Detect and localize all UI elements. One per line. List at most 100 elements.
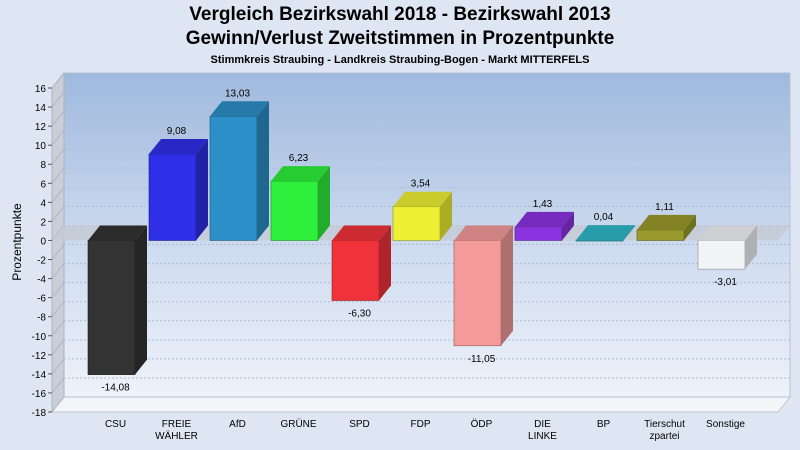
grid-line-side — [51, 206, 65, 222]
category-label: ÖDP — [471, 418, 493, 430]
bar-top — [332, 225, 391, 241]
y-tick-label: 14 — [35, 103, 47, 114]
bar-front — [575, 239, 624, 242]
category-label-line: FDP — [411, 419, 431, 430]
bar — [392, 191, 452, 241]
bar — [270, 166, 330, 241]
grid-line-side — [51, 187, 65, 203]
bar — [514, 211, 574, 241]
bar-top — [637, 214, 696, 230]
bar-side — [562, 211, 574, 241]
y-tick-label: -2 — [37, 256, 46, 267]
grid-line-side — [51, 263, 65, 279]
bar-side — [440, 191, 452, 241]
bars — [87, 101, 757, 375]
value-label: 6,23 — [289, 153, 309, 164]
category-label: FDP — [411, 419, 431, 430]
bar-side — [501, 225, 513, 346]
grid-line-side — [51, 72, 65, 89]
grid-line-side — [51, 244, 65, 260]
category-label: BP — [597, 419, 611, 430]
category-label-line: DIE — [534, 419, 551, 430]
y-tick-label: 6 — [40, 179, 46, 190]
category-label: CSU — [105, 419, 126, 430]
bar-top — [210, 101, 269, 117]
category-label: Tierschut zpartei — [644, 419, 685, 442]
bar-front — [514, 226, 563, 241]
bar-side — [257, 101, 269, 241]
y-tick-label: -10 — [32, 332, 47, 343]
bar-side — [196, 138, 208, 241]
category-label: GRÜNE — [280, 418, 316, 430]
y-tick-label: -12 — [32, 351, 47, 362]
bar-side — [135, 225, 147, 375]
value-label: 13,03 — [225, 88, 250, 99]
bar — [453, 225, 513, 347]
grid-line-side — [51, 396, 65, 413]
bar-top — [393, 191, 452, 207]
bar — [209, 101, 269, 241]
grid-line-side — [51, 110, 65, 127]
bar — [575, 225, 635, 242]
category-label-line: ÖDP — [471, 418, 493, 430]
value-label: -6,30 — [348, 309, 371, 320]
y-tick-label: 16 — [35, 84, 47, 95]
bar — [697, 225, 757, 270]
bar — [87, 225, 147, 375]
value-label: 1,11 — [655, 202, 674, 213]
y-tick-label: -6 — [37, 294, 46, 305]
category-label: SPD — [349, 419, 370, 430]
y-axis-ticks: 16 14 12 10 8 6 4 2 0 -2 -4 -6 -8 -10 -12 -14 -16 -18 — [32, 84, 52, 419]
bar — [636, 214, 696, 241]
grid-line-side — [51, 148, 65, 165]
bar-side — [379, 225, 391, 301]
y-tick-label: 10 — [35, 141, 47, 152]
bar-front — [636, 229, 685, 241]
grid-line-side — [51, 339, 65, 356]
chart-title: Vergleich Bezirkswahl 2018 - Bezirkswahl… — [189, 4, 611, 25]
y-tick-label: 0 — [40, 236, 46, 247]
bar-top — [88, 225, 147, 241]
category-label-line: BP — [597, 419, 611, 430]
bar-top — [271, 166, 330, 182]
chart-subsubtitle: Stimmkreis Straubing - Landkreis Straubi… — [210, 54, 590, 66]
bar-side — [684, 214, 696, 241]
bar-side — [623, 225, 635, 242]
y-tick-label: 4 — [40, 198, 46, 209]
y-tick-label: -18 — [32, 408, 47, 419]
category-label: Sonstige — [706, 419, 745, 430]
category-label-line: Tierschut — [644, 419, 685, 430]
floor — [50, 396, 792, 413]
category-label-line: WÄHLER — [155, 430, 198, 442]
y-axis-label: Prozentpunkte — [10, 203, 24, 281]
bar — [331, 225, 391, 301]
bar-front — [453, 240, 502, 347]
y-tick-label: -16 — [32, 389, 47, 400]
value-label: 0,04 — [594, 212, 614, 223]
bar-top — [515, 211, 574, 227]
category-label: FREIE WÄHLER — [155, 419, 198, 442]
value-label: -11,05 — [468, 354, 496, 365]
bar-front — [209, 116, 258, 241]
bar-front — [148, 153, 197, 241]
x-axis-categories: CSU FREIE WÄHLER AfD GRÜNE SPD FDP ÖDP DIE LINKE B… — [105, 418, 745, 442]
bar-top — [149, 138, 208, 154]
value-labels: -14,08 9,08 13,03 6,23 -6,30 3,54 -11,05 1,43 0,… — [101, 88, 737, 393]
grid-line-side — [51, 167, 65, 184]
category-label-line: LINKE — [528, 431, 557, 442]
grid-line-side — [51, 301, 65, 318]
bar-side — [745, 225, 757, 270]
plot-background — [50, 71, 792, 414]
category-label-line: CSU — [105, 419, 126, 430]
grid-line-side — [51, 358, 65, 375]
category-label: DIE LINKE — [528, 419, 557, 442]
bar-top — [698, 225, 757, 241]
grid-line-side — [51, 320, 65, 337]
bar-top — [454, 225, 513, 241]
grid-line-side — [51, 129, 65, 146]
bar-side — [318, 166, 330, 241]
category-label-line: AfD — [229, 419, 246, 430]
category-label: AfD — [229, 419, 246, 430]
value-label: 1,43 — [533, 199, 553, 210]
